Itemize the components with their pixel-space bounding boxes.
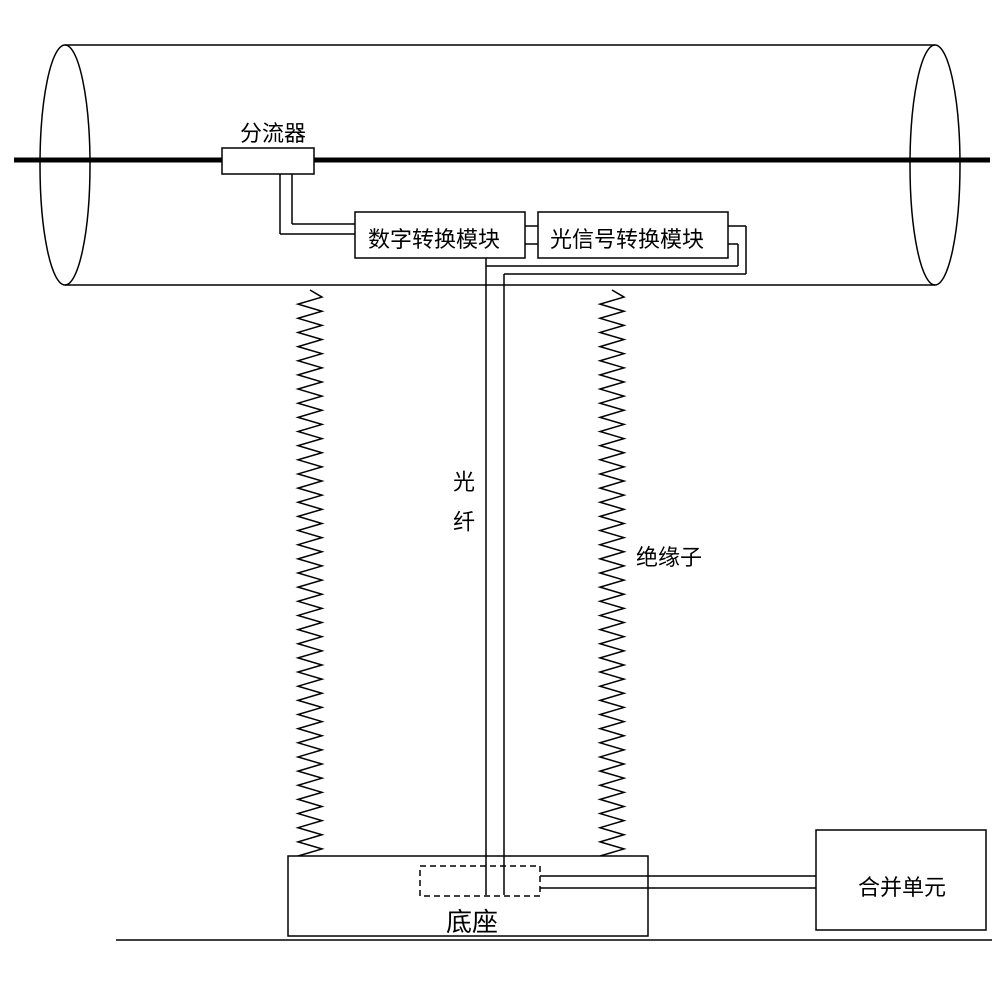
optical-conversion-label: 光信号转换模块 [550, 222, 704, 254]
schematic-diagram [0, 0, 1000, 984]
digital-to-optical-wire [525, 226, 538, 244]
merging-unit-label: 合并单元 [858, 870, 946, 902]
base-label: 底座 [446, 902, 498, 939]
digital-conversion-label: 数字转换模块 [368, 222, 500, 254]
insulator-right [600, 290, 624, 856]
insulator-left [298, 290, 322, 856]
shunt-label: 分流器 [240, 116, 306, 148]
fiber-pair [486, 258, 504, 895]
shunt-to-digital-wire [280, 174, 355, 234]
fiber-label: 光纤 [446, 470, 478, 550]
shunt-box [222, 148, 314, 174]
insulator-label: 绝缘子 [636, 540, 702, 572]
